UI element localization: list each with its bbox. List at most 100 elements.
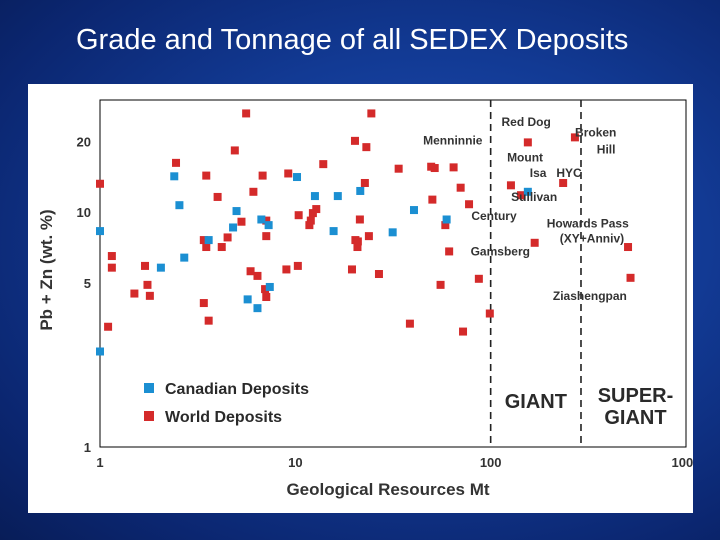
data-point (213, 192, 222, 201)
data-point (388, 228, 397, 237)
data-point (230, 146, 239, 155)
chart-panel: 1 10 100 1000 1 5 10 20 Geological Resources M… (28, 84, 693, 513)
data-point (202, 171, 211, 180)
deposit-label: Mount (507, 150, 543, 164)
data-point (459, 327, 468, 336)
data-point (306, 216, 315, 225)
data-point (257, 215, 266, 224)
data-point (570, 133, 579, 142)
world-deposits-points (96, 109, 635, 336)
data-point (310, 192, 319, 201)
data-point (308, 209, 317, 218)
canadian-deposits-points (96, 172, 532, 356)
data-point (559, 178, 568, 187)
data-point (465, 200, 474, 209)
x-tick-label: 10 (288, 455, 302, 470)
data-point (143, 280, 152, 289)
deposit-label: Red Dog (502, 115, 551, 129)
y-axis-title: Pb + Zn (wt. %) (37, 209, 56, 330)
data-point (199, 236, 208, 245)
data-point (430, 164, 439, 173)
deposit-label: Century (471, 209, 517, 223)
plot-frame (99, 99, 687, 448)
data-point (294, 211, 303, 220)
legend-marker-world (144, 411, 154, 421)
data-point (441, 221, 450, 230)
deposit-label: Ziashengpan (553, 289, 627, 303)
data-point (243, 295, 252, 304)
threshold-label: GIANT (505, 391, 567, 413)
data-point (180, 253, 189, 262)
data-point (350, 136, 359, 145)
deposit-label: Howards Pass (547, 216, 629, 230)
data-point (333, 192, 342, 201)
data-point (258, 171, 267, 180)
data-point (428, 195, 437, 204)
data-point (223, 233, 232, 242)
data-point (242, 109, 251, 118)
data-point (523, 138, 532, 147)
data-point (265, 282, 274, 291)
legend-marker-canadian (144, 383, 154, 393)
deposit-label: Menninnie (423, 133, 483, 147)
data-point (237, 217, 246, 226)
data-point (145, 291, 154, 300)
data-point (405, 319, 414, 328)
threshold-label: GIANT (604, 407, 666, 429)
data-point (96, 347, 104, 356)
data-point (107, 252, 116, 261)
data-point (199, 299, 208, 308)
y-tick-label: 10 (77, 205, 91, 220)
data-point (367, 109, 376, 118)
legend: Canadian Deposits World Deposits (144, 381, 309, 426)
data-point (249, 187, 258, 196)
data-point (104, 322, 113, 331)
data-point (353, 237, 362, 246)
data-point (362, 143, 371, 152)
data-point (229, 223, 238, 232)
data-point (305, 221, 314, 230)
data-point (282, 265, 291, 274)
data-point (253, 304, 262, 313)
deposit-label: Hill (597, 142, 616, 156)
data-point (394, 164, 403, 173)
data-point (517, 191, 526, 200)
y-tick-label: 20 (77, 134, 91, 149)
scatter-chart: 1 10 100 1000 1 5 10 20 Geological Resources M… (37, 99, 693, 499)
data-point (356, 186, 365, 195)
data-point (530, 238, 539, 247)
data-point (474, 274, 483, 283)
threshold-lines: GIANT SUPER-GIANT (489, 100, 674, 447)
data-point (445, 247, 454, 256)
deposit-label: HYC (556, 166, 582, 180)
y-tick-label: 1 (84, 440, 91, 455)
deposit-label: Broken (575, 126, 616, 140)
data-point (523, 187, 532, 196)
data-point (485, 309, 494, 318)
deposit-annotations: Red Dog Menninnie Broken Hill Mount Isa HYC Sul… (423, 115, 629, 303)
data-point (170, 172, 179, 181)
deposit-label: Gamsberg (471, 244, 530, 258)
data-point (312, 205, 321, 214)
data-point (96, 179, 104, 188)
x-tick-label: 100 (480, 455, 502, 470)
data-point (156, 263, 165, 272)
threshold-label: SUPER- (598, 385, 674, 407)
data-point (360, 178, 369, 187)
data-point (374, 270, 383, 279)
data-point (172, 158, 181, 167)
deposit-label: (XY+Anniv) (560, 232, 624, 246)
data-point (253, 271, 262, 280)
data-point (262, 232, 271, 241)
legend-label-canadian: Canadian Deposits (165, 381, 309, 398)
data-point (264, 221, 273, 230)
x-tick-label: 1 (96, 455, 103, 470)
data-point (293, 173, 302, 182)
data-point (262, 293, 271, 302)
data-point (141, 261, 150, 270)
data-point (262, 216, 271, 225)
data-point (355, 215, 364, 224)
data-point (319, 160, 328, 169)
data-point (202, 243, 211, 252)
data-point (456, 183, 465, 192)
